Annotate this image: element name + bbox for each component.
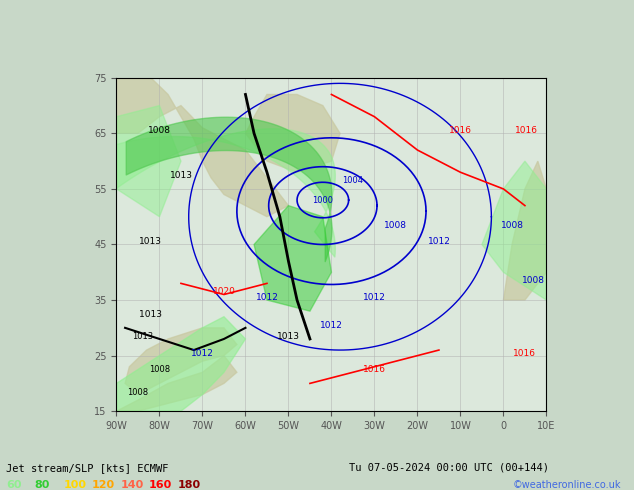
Text: 1012: 1012 [427,238,450,246]
Text: 100: 100 [63,480,86,490]
Text: 180: 180 [178,480,200,490]
Text: 1013: 1013 [277,332,300,341]
Text: 1012: 1012 [191,348,214,358]
Text: 1012: 1012 [363,293,386,302]
Text: 1013: 1013 [139,238,162,246]
Text: 1000: 1000 [313,196,333,204]
Polygon shape [117,105,181,217]
Text: 1016: 1016 [449,126,472,135]
Polygon shape [117,317,245,411]
Text: Jet stream/SLP [kts] ECMWF: Jet stream/SLP [kts] ECMWF [6,463,169,473]
Text: Tu 07-05-2024 00:00 UTC (00+144): Tu 07-05-2024 00:00 UTC (00+144) [349,463,548,473]
Text: 1008: 1008 [149,365,170,374]
Text: 1008: 1008 [500,221,524,230]
Text: 1020: 1020 [212,288,235,296]
Text: 1008: 1008 [127,388,148,396]
Text: 120: 120 [92,480,115,490]
Polygon shape [482,161,547,300]
Text: 1004: 1004 [342,176,363,185]
Text: 60: 60 [6,480,22,490]
Text: 140: 140 [120,480,144,490]
Text: 1012: 1012 [256,293,278,302]
Polygon shape [503,161,547,300]
Polygon shape [254,206,332,311]
Text: 1008: 1008 [522,276,545,285]
Text: 80: 80 [35,480,50,490]
Text: 1008: 1008 [384,221,408,230]
Polygon shape [245,95,340,172]
Text: 1016: 1016 [515,126,538,135]
Polygon shape [27,129,335,322]
Text: 1008: 1008 [148,126,171,135]
Text: 160: 160 [149,480,172,490]
Text: 1016: 1016 [363,365,386,374]
Text: 1012: 1012 [320,321,343,330]
Text: 1013: 1013 [169,171,193,180]
Text: 1016: 1016 [514,348,536,358]
Text: 1013​: 1013​ [139,310,162,318]
Polygon shape [117,78,288,217]
Text: ©weatheronline.co.uk: ©weatheronline.co.uk [513,480,621,490]
Text: 1013: 1013 [132,332,153,341]
Polygon shape [125,328,237,394]
Polygon shape [117,356,237,411]
